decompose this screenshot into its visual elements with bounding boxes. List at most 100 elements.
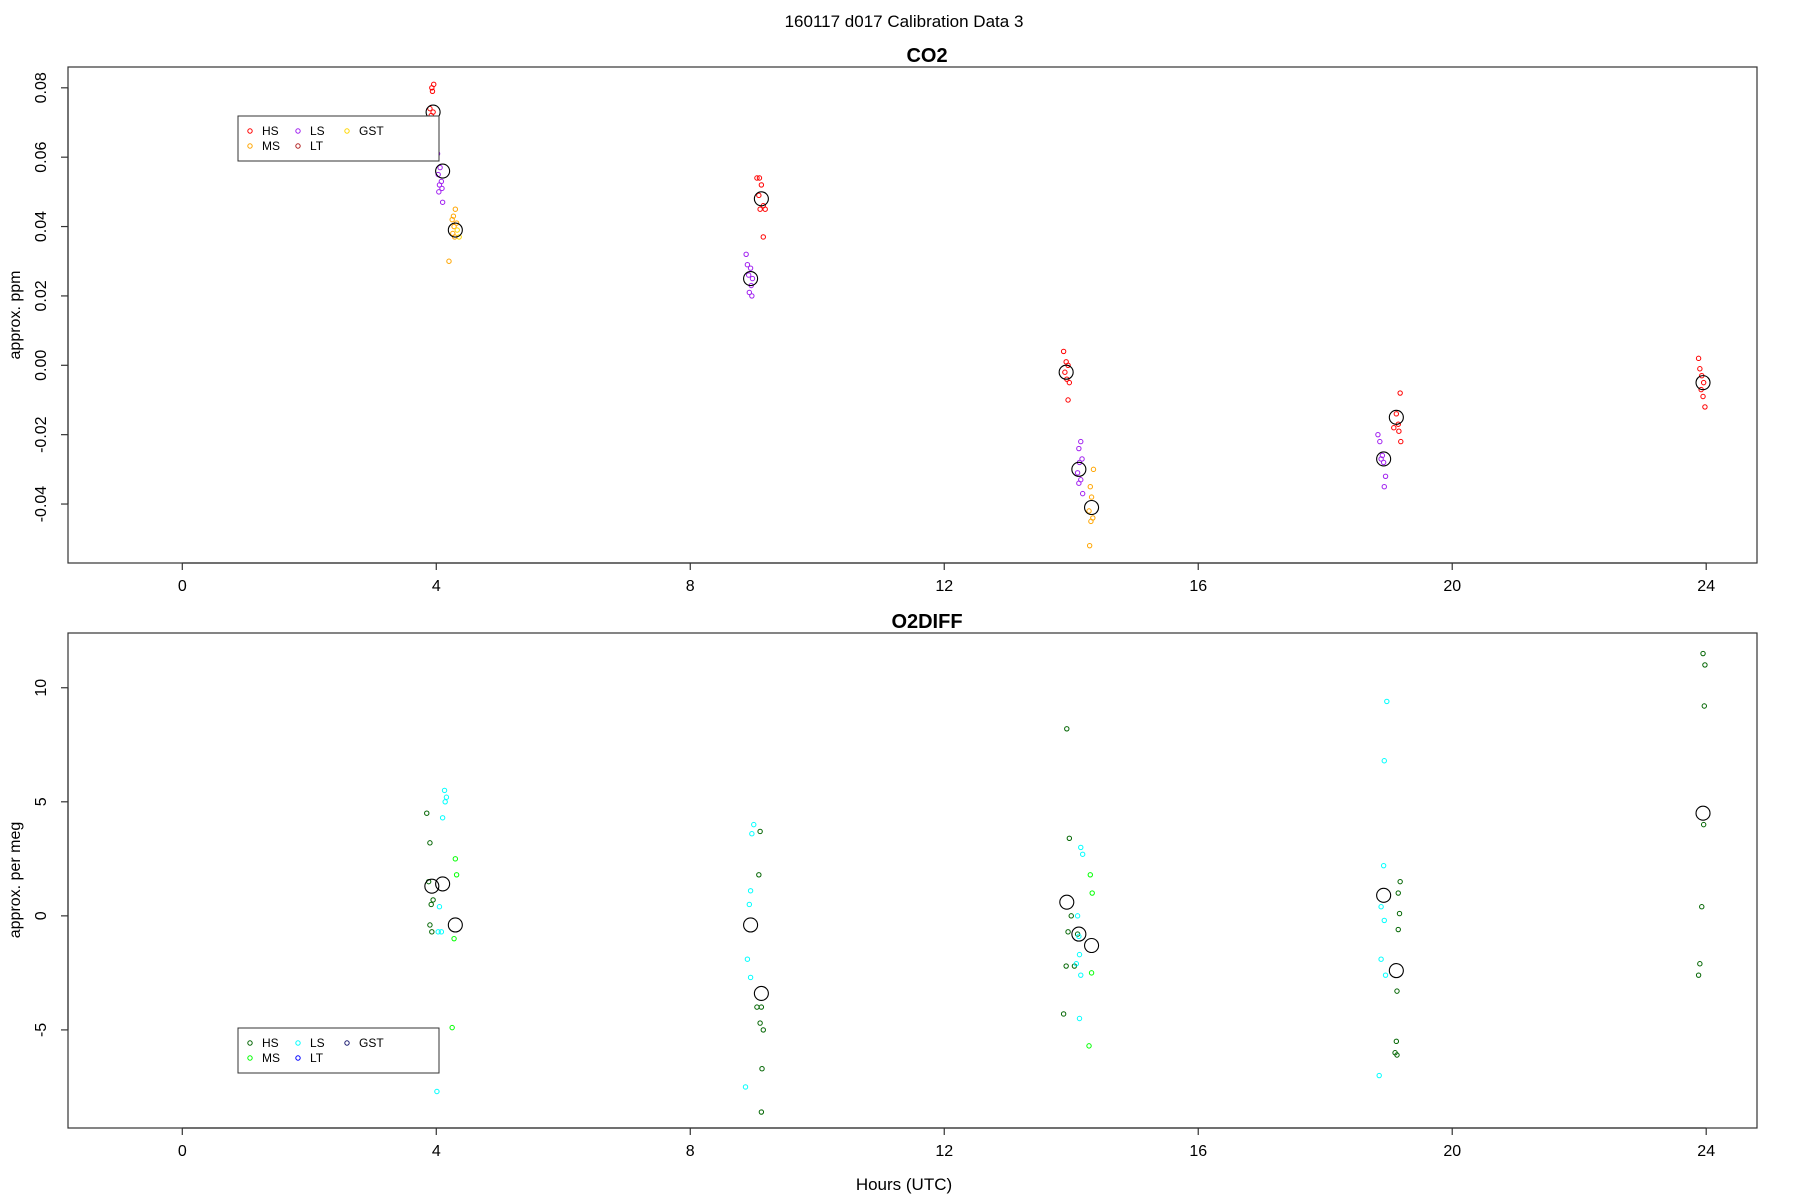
o2diff-point-hs	[428, 901, 434, 908]
co2-point-hs	[1700, 393, 1706, 400]
co2-point-hs	[1062, 369, 1068, 375]
co2-point-hs	[1695, 355, 1702, 362]
co2-legend-marker-ls	[295, 128, 301, 134]
o2diff-y-tick-label: 10	[33, 679, 50, 697]
co2-point-ls	[1375, 431, 1381, 438]
co2-point-ms	[1088, 494, 1095, 500]
o2diff-point-hs	[754, 1004, 760, 1010]
o2diff-mean-marker	[435, 876, 451, 892]
o2diff-point-hs	[1700, 821, 1707, 828]
co2-y-tick-label: 0.04	[33, 211, 50, 242]
co2-x-tick-label: 8	[686, 578, 695, 595]
o2diff-point-ls	[1076, 933, 1082, 940]
co2-x-tick-label: 24	[1697, 578, 1715, 595]
co2-point-ls	[439, 199, 446, 205]
o2diff-point-hs	[1699, 904, 1705, 910]
o2diff-legend-marker-ls	[295, 1040, 301, 1046]
co2-panel: CO2 0 4 8 12 16 20 24 -0.04 -0.02 0.00 0.02 0.04 0.…	[7, 45, 1758, 595]
o2diff-point-ms	[453, 872, 460, 878]
co2-point-ls	[1382, 473, 1389, 479]
o2diff-point-hs	[1063, 963, 1069, 969]
o2diff-legend-label-ls: LS	[310, 1036, 325, 1050]
co2-point-ls	[744, 262, 751, 268]
o2diff-point-ls	[442, 799, 448, 805]
o2diff-point-ls	[1079, 851, 1086, 857]
co2-y-tick-label: -0.04	[33, 486, 50, 523]
o2diff-point-ls	[435, 929, 441, 935]
co2-legend-label-gst: GST	[359, 124, 384, 138]
co2-legend-box	[237, 115, 440, 162]
o2diff-point-hs	[1697, 961, 1703, 967]
o2diff-legend: HS LS GST MS LT	[237, 1027, 440, 1074]
o2diff-point-hs	[756, 872, 762, 878]
o2diff-legend-label-gst: GST	[359, 1036, 384, 1050]
co2-point-hs	[1397, 390, 1403, 396]
o2diff-point-hs	[1068, 913, 1074, 919]
co2-point-hs	[1391, 425, 1397, 431]
o2diff-y-tick-label: 5	[33, 797, 50, 806]
o2diff-x-axis: 0 4 8 12 16 20 24	[178, 1127, 1715, 1160]
co2-point-hs	[431, 81, 437, 88]
co2-point-hs	[1065, 397, 1071, 403]
co2-point-ms	[1088, 518, 1094, 525]
co2-point-ls	[1079, 456, 1085, 462]
o2diff-legend-box	[237, 1027, 440, 1074]
co2-legend-marker-lt	[295, 143, 301, 149]
co2-x-tick-label: 20	[1443, 578, 1461, 595]
co2-y-tick-label: 0.02	[33, 280, 50, 311]
o2diff-point-ls	[436, 904, 443, 910]
o2diff-points	[424, 650, 1711, 1115]
co2-x-tick-label: 16	[1189, 578, 1207, 595]
co2-y-tick-label: 0.00	[33, 350, 50, 381]
o2diff-point-hs	[1064, 726, 1070, 732]
co2-point-hs	[1066, 379, 1073, 386]
co2-point-ms	[450, 213, 457, 219]
co2-mean-marker	[1058, 364, 1074, 380]
co2-point-ls	[436, 182, 443, 188]
co2-point-ls	[1379, 452, 1386, 459]
o2diff-point-hs	[1700, 650, 1706, 657]
o2diff-mean-marker	[743, 917, 759, 933]
co2-point-hs	[1396, 428, 1402, 434]
o2diff-point-ls	[1073, 961, 1080, 967]
co2-point-ms	[449, 216, 455, 223]
o2diff-panel: O2DIFF 0 4 8 12 16 20 24 -5 0 5 10 approx. per me…	[7, 611, 1758, 1160]
co2-point-hs	[760, 234, 766, 240]
o2diff-point-hs	[758, 1109, 765, 1115]
co2-legend-label-ls: LS	[310, 124, 325, 138]
co2-point-hs	[757, 206, 763, 212]
co2-point-hs	[754, 175, 760, 181]
co2-point-ls	[1074, 470, 1081, 476]
o2diff-point-hs	[1695, 972, 1702, 978]
co2-mean-marker	[753, 191, 769, 207]
o2diff-point-ls	[1076, 951, 1083, 958]
co2-point-ls	[1381, 483, 1387, 490]
o2diff-point-ls	[1382, 972, 1389, 978]
o2diff-point-hs	[1397, 878, 1403, 885]
o2diff-point-ls	[443, 794, 450, 800]
o2diff-point-ls	[1378, 956, 1384, 962]
o2diff-y-tick-label: -5	[33, 1023, 50, 1037]
co2-point-ms	[1087, 483, 1093, 490]
co2-mean-marker	[743, 271, 759, 287]
o2diff-point-hs	[427, 922, 433, 928]
o2diff-point-ls	[438, 929, 445, 935]
o2diff-x-tick-label: 12	[935, 1143, 953, 1160]
co2-legend-marker-ms	[247, 143, 253, 149]
o2diff-point-ls	[1078, 972, 1084, 978]
co2-point-ls	[1079, 490, 1086, 497]
co2-mean-marker	[1376, 451, 1392, 467]
co2-point-ls	[1377, 438, 1383, 445]
o2diff-mean-marker	[1059, 894, 1075, 910]
co2-point-ls	[743, 251, 749, 258]
o2diff-point-ms	[1087, 872, 1093, 878]
o2diff-point-ls	[1074, 913, 1081, 919]
co2-point-ms	[1090, 466, 1097, 473]
o2diff-legend-marker-gst	[344, 1040, 350, 1046]
co2-point-ls	[747, 265, 754, 271]
co2-point-hs	[1398, 438, 1404, 445]
co2-point-ms	[452, 206, 459, 212]
o2diff-mean-marker	[447, 917, 463, 933]
co2-point-ls	[1076, 480, 1082, 486]
co2-point-ls	[746, 289, 753, 296]
